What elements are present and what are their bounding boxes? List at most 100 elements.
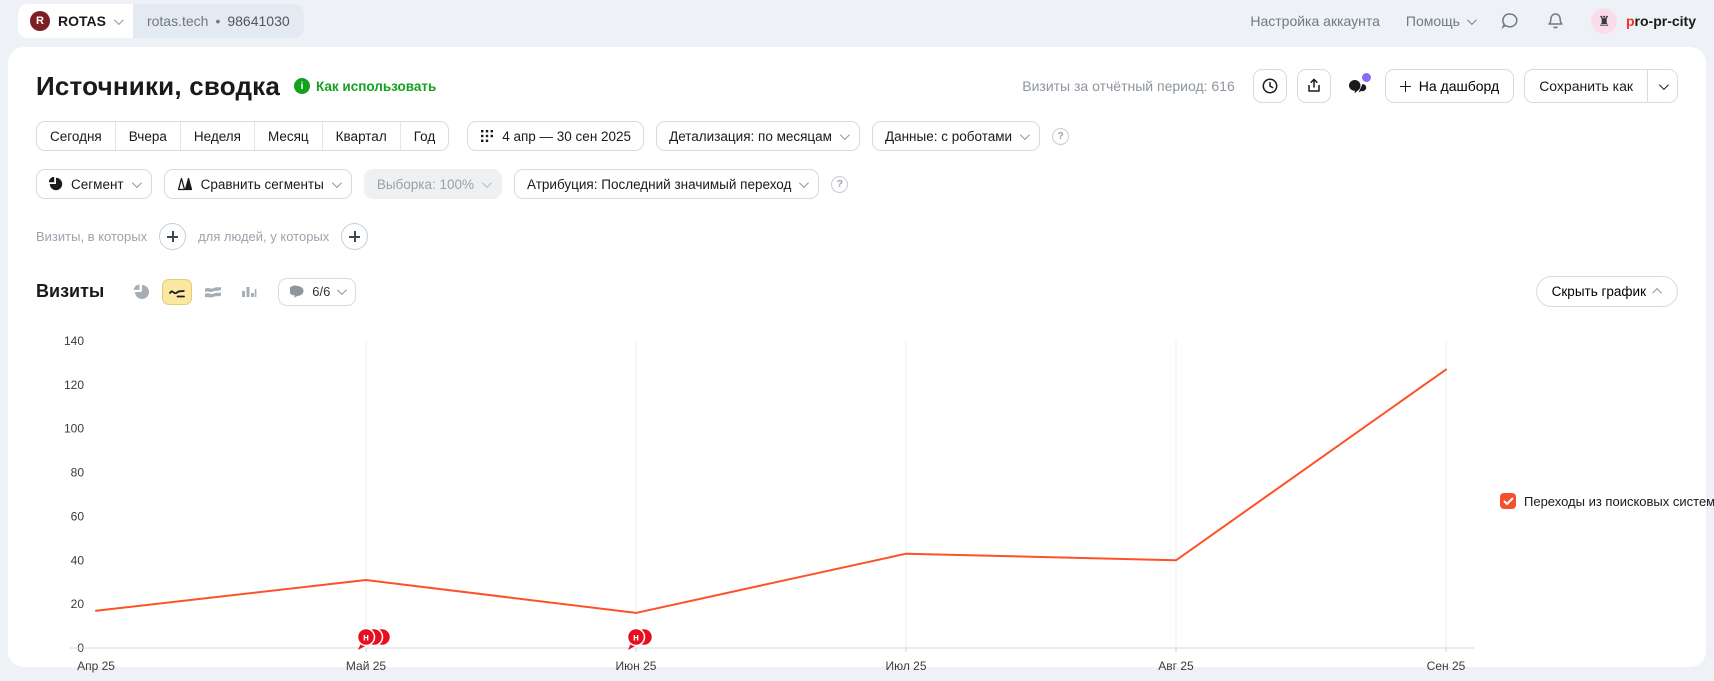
period-year[interactable]: Год <box>399 122 448 150</box>
period-week[interactable]: Неделя <box>179 122 254 150</box>
segment-dropdown[interactable]: Сегмент <box>36 169 152 199</box>
data-mode-help-icon[interactable]: ? <box>1052 127 1070 145</box>
counter-name: ROTAS <box>58 13 106 29</box>
plus-icon <box>167 231 179 242</box>
feedback-chat-button[interactable] <box>1500 11 1520 31</box>
period-filters-row: Сегодня Вчера Неделя Месяц Квартал Год 4… <box>36 121 1678 151</box>
data-mode-dropdown[interactable]: Данные: с роботами <box>871 121 1041 151</box>
chart-type-line-button[interactable] <box>162 278 193 305</box>
add-people-condition-button[interactable] <box>341 223 369 250</box>
line-chart-icon <box>169 289 186 297</box>
chevron-down-icon <box>131 177 142 188</box>
counter-id: 98641030 <box>227 13 290 29</box>
chart-type-pie-button[interactable] <box>126 279 156 305</box>
svg-text:н: н <box>363 633 369 644</box>
pie-chart-icon <box>133 283 150 299</box>
save-as-dropdown-button[interactable] <box>1647 70 1677 102</box>
hide-chart-button[interactable]: Скрыть график <box>1535 276 1678 307</box>
counter-dropdown[interactable]: R ROTAS <box>18 4 133 38</box>
chart-row: 0 20 40 60 80 100 120 140 Апр 25 Май 25 Июн 25 Июл … <box>36 321 1714 681</box>
counter-domain: rotas.tech <box>146 13 209 29</box>
svg-text:Авг 25: Авг 25 <box>1158 659 1194 673</box>
compare-segments-label: Сравнить сегменты <box>200 176 324 192</box>
attribution-dropdown[interactable]: Атрибуция: Последний значимый переход <box>514 169 820 199</box>
date-range-label: 4 апр — 30 сен 2025 <box>502 128 632 144</box>
chevron-down-icon <box>113 14 124 25</box>
sampling-dropdown: Выборка: 100% <box>363 169 503 199</box>
svg-text:40: 40 <box>71 553 85 567</box>
stacked-areas-icon <box>205 286 222 297</box>
counter-switcher: R ROTAS rotas.tech • 98641030 <box>18 4 304 38</box>
account-settings-link[interactable]: Настройка аккаунта <box>1250 13 1380 29</box>
how-to-use-link[interactable]: i Как использовать <box>294 78 436 94</box>
visits-condition-label: Визиты, в которых <box>36 229 148 244</box>
clock-icon <box>1262 78 1278 94</box>
plus-icon <box>349 231 361 242</box>
counter-info[interactable]: rotas.tech • 98641030 <box>132 4 304 38</box>
svg-text:Июл 25: Июл 25 <box>885 659 926 673</box>
topbar: R ROTAS rotas.tech • 98641030 Настройка … <box>0 0 1714 42</box>
svg-text:Апр 25: Апр 25 <box>77 659 115 673</box>
add-to-dashboard-label: На дашборд <box>1418 78 1500 94</box>
help-menu[interactable]: Помощь <box>1406 13 1477 29</box>
account-settings-label: Настройка аккаунта <box>1250 13 1380 29</box>
period-preset-group: Сегодня Вчера Неделя Месяц Квартал Год <box>36 121 450 151</box>
compare-segments-dropdown[interactable]: Сравнить сегменты <box>163 169 352 199</box>
svg-text:Сен 25: Сен 25 <box>1427 659 1466 673</box>
chart-type-columns-button[interactable] <box>234 279 264 305</box>
avatar: ♜ <box>1590 8 1617 34</box>
segment-builder-row: Визиты, в которых для людей, у которых <box>36 223 1678 250</box>
comments-count: 6/6 <box>312 284 331 299</box>
chevron-down-icon <box>481 177 492 188</box>
period-quarter[interactable]: Квартал <box>321 122 400 150</box>
chart-metric-title: Визиты <box>36 281 105 301</box>
legend-item-search-engines[interactable]: Переходы из поисковых систем <box>1486 493 1714 509</box>
attribution-help-icon[interactable]: ? <box>831 175 849 193</box>
sampling-label: Выборка: 100% <box>376 176 475 192</box>
chart-comments-dropdown[interactable]: 6/6 <box>278 277 357 306</box>
chevron-down-icon <box>1020 129 1030 140</box>
add-to-dashboard-button[interactable]: На дашборд <box>1384 69 1515 103</box>
report-card: Источники, сводка i Как использовать Виз… <box>8 47 1714 673</box>
attribution-label: Атрибуция: Последний значимый переход <box>527 176 792 192</box>
plus-icon <box>1399 80 1411 92</box>
svg-text:60: 60 <box>71 509 85 523</box>
columns-chart-icon <box>242 286 257 297</box>
detalization-label: Детализация: по месяцам <box>669 128 832 144</box>
period-yesterday[interactable]: Вчера <box>114 122 180 150</box>
date-range-button[interactable]: 4 апр — 30 сен 2025 <box>467 121 645 151</box>
title-row: Источники, сводка i Как использовать Виз… <box>36 69 1678 103</box>
chart-type-areas-button[interactable] <box>198 279 228 305</box>
chevron-down-icon <box>337 285 348 296</box>
save-as-button[interactable]: Сохранить как <box>1525 70 1647 102</box>
segment-pie-icon <box>49 177 63 191</box>
segment-filters-row: Сегмент Сравнить сегменты Выборка: 100% … <box>36 169 1678 199</box>
chat-bubble-icon <box>1501 13 1518 30</box>
how-to-use-label: Как использовать <box>316 78 437 94</box>
period-today[interactable]: Сегодня <box>50 128 102 144</box>
chart-header: Визиты <box>36 276 1678 307</box>
visits-total: Визиты за отчётный период: 616 <box>1022 78 1235 94</box>
schedule-report-button[interactable] <box>1252 69 1287 103</box>
period-month[interactable]: Месяц <box>253 122 322 150</box>
svg-text:Июн 25: Июн 25 <box>616 659 657 673</box>
detalization-dropdown[interactable]: Детализация: по месяцам <box>656 121 860 151</box>
add-visit-condition-button[interactable] <box>159 223 187 250</box>
user-menu[interactable]: ♜ pro-pr-city <box>1590 8 1696 34</box>
comments-icon <box>1348 80 1367 94</box>
svg-text:20: 20 <box>71 597 85 611</box>
legend-label: Переходы из поисковых систем <box>1524 493 1714 509</box>
comments-button[interactable] <box>1341 69 1375 103</box>
chevron-down-icon <box>799 177 810 188</box>
svg-text:н: н <box>633 633 639 644</box>
counter-logo-icon: R <box>30 11 50 31</box>
notifications-button[interactable] <box>1546 11 1565 31</box>
export-button[interactable] <box>1296 69 1331 103</box>
bell-icon <box>1548 13 1563 29</box>
username: pro-pr-city <box>1625 13 1696 29</box>
svg-text:120: 120 <box>64 378 84 392</box>
calendar-grid-icon <box>481 130 494 142</box>
people-condition-label: для людей, у которых <box>198 229 330 244</box>
legend-checkbox[interactable] <box>1500 493 1516 509</box>
